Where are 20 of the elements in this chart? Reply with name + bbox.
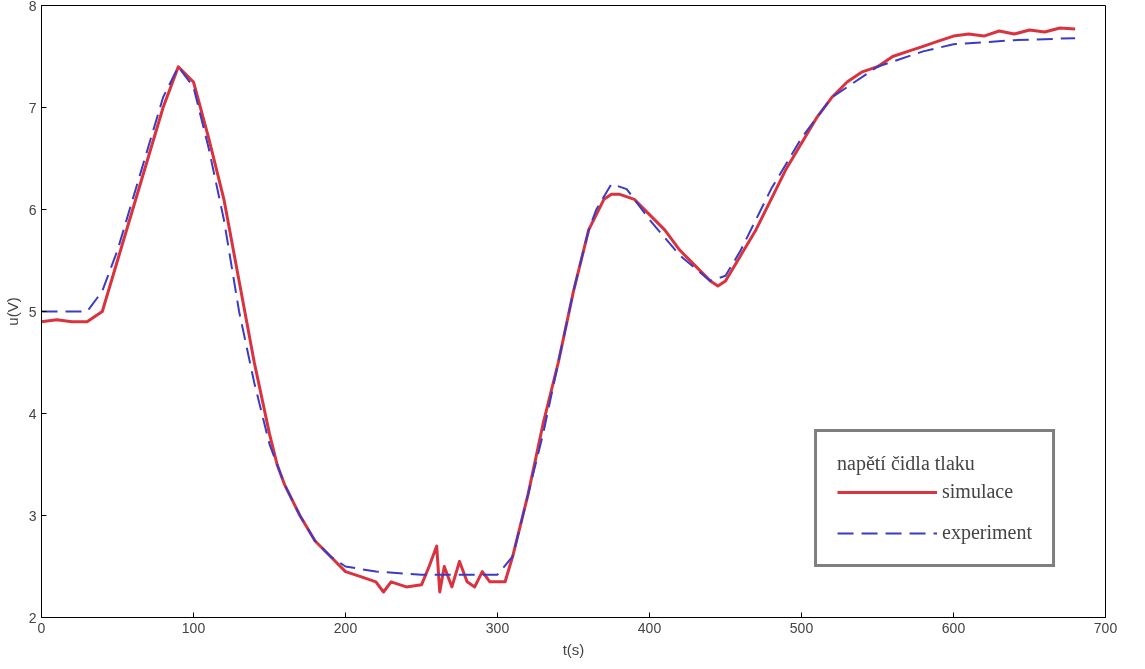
y-tick-label: 6 [28, 201, 37, 218]
legend-label: simulace [942, 480, 1014, 503]
x-tick-label: 0 [37, 619, 46, 636]
x-tick-label: 500 [789, 619, 814, 636]
x-tick-label: 400 [637, 619, 662, 636]
legend-title: napětí čidla tlaku [837, 452, 976, 475]
legend-label: experiment [942, 521, 1032, 544]
x-tick-label: 200 [333, 619, 358, 636]
x-tick-label: 100 [181, 619, 206, 636]
x-tick-label: 600 [941, 619, 966, 636]
y-tick-label: 5 [28, 303, 37, 320]
y-axis-title: u(V) [3, 297, 21, 326]
x-tick-label: 700 [1093, 619, 1118, 636]
y-tick-label: 2 [28, 609, 37, 626]
y-tick-label: 4 [28, 405, 37, 422]
y-tick-label: 7 [28, 99, 37, 116]
y-tick-label: 3 [28, 507, 37, 524]
y-tick-label: 8 [28, 0, 37, 14]
x-axis-title: t(s) [562, 640, 585, 658]
x-tick-label: 300 [485, 619, 510, 636]
